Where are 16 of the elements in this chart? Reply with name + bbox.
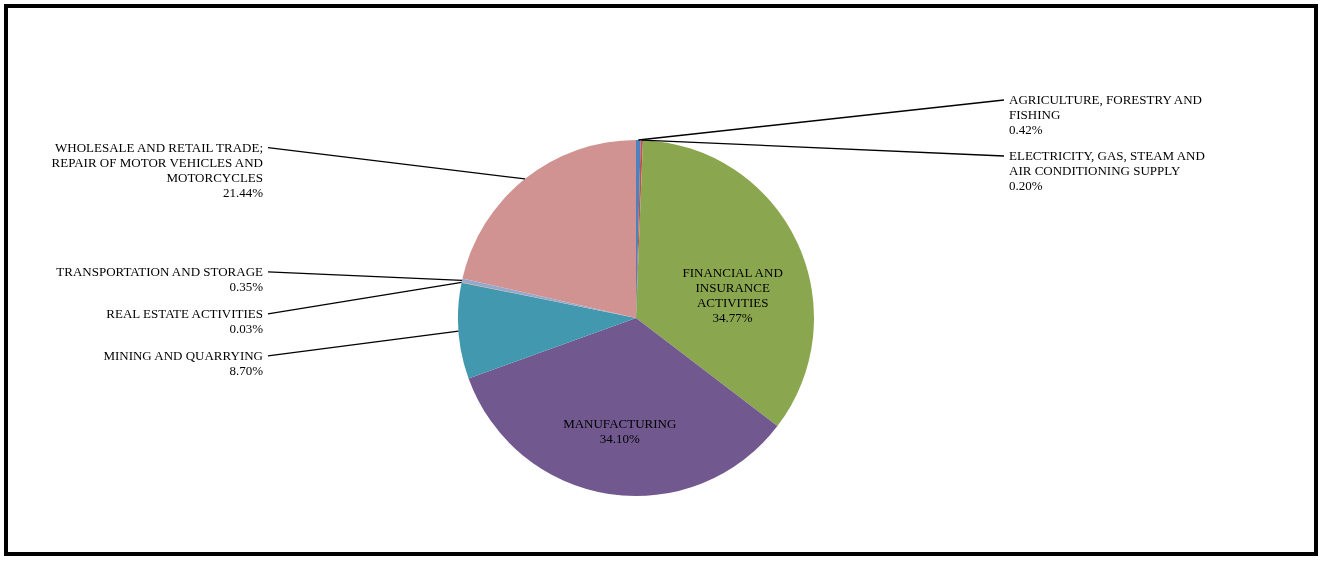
slice-label: FINANCIAL AND INSURANCE ACTIVITIES bbox=[682, 264, 783, 310]
slice-label: WHOLESALE AND RETAIL TRADE; REPAIR OF MOTOR VEHICLES AND MOTORCYCLES bbox=[51, 139, 263, 185]
data-label: 8.70% bbox=[229, 362, 264, 378]
slice-label: REAL ESTATE ACTIVITIES bbox=[106, 305, 263, 321]
data-label: 0.35% bbox=[229, 278, 264, 294]
slice-label: MANUFACTURING bbox=[563, 415, 677, 431]
data-label: 34.77% bbox=[712, 309, 753, 325]
data-label: 21.44% bbox=[222, 184, 264, 200]
data-label: 0.03% bbox=[229, 320, 264, 336]
data-label: 0.20% bbox=[1009, 178, 1043, 194]
slice-label: AGRICULTURE, FORESTRY AND FISHING bbox=[1009, 92, 1202, 123]
slice-label: ELECTRICITY, GAS, STEAM AND AIR CONDITIONING SUPPLY bbox=[1009, 148, 1205, 179]
data-label: 0.42% bbox=[1009, 122, 1043, 138]
slice-label: TRANSPORTATION AND STORAGE bbox=[56, 263, 264, 279]
data-label: 34.10% bbox=[599, 430, 640, 446]
slice-label: MINING AND QUARRYING bbox=[103, 347, 263, 363]
